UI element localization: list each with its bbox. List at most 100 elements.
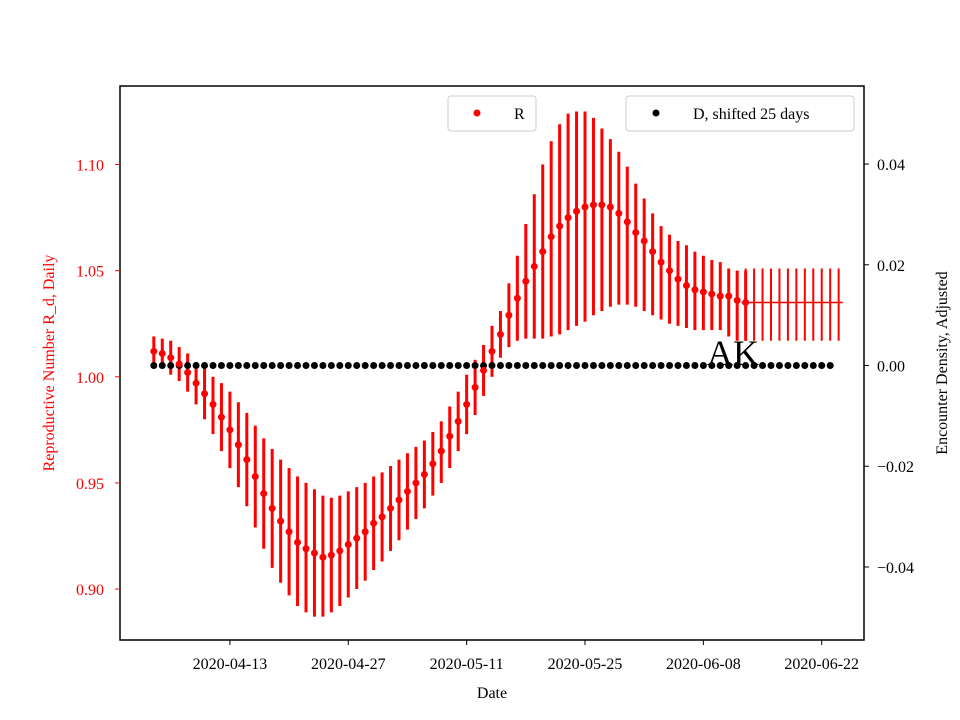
d-point bbox=[767, 362, 775, 370]
r-point bbox=[226, 426, 234, 434]
r-point bbox=[361, 528, 369, 536]
y-right-tick-label: 0.00 bbox=[877, 359, 905, 376]
r-point bbox=[682, 282, 690, 290]
r-point bbox=[251, 473, 259, 481]
axes: 2020-04-13 2020-04-27 2020-05-11 2020-05-25… bbox=[76, 157, 914, 673]
r-point bbox=[319, 553, 327, 561]
d-point bbox=[775, 362, 783, 370]
r-point bbox=[429, 460, 437, 468]
r-point bbox=[573, 207, 581, 215]
d-point bbox=[615, 362, 623, 370]
r-point bbox=[615, 209, 623, 217]
r-point bbox=[353, 534, 361, 542]
r-point bbox=[488, 347, 496, 355]
x-tick-label: 2020-04-27 bbox=[311, 656, 386, 673]
r-point bbox=[674, 275, 682, 283]
d-point bbox=[268, 362, 276, 370]
d-point bbox=[387, 362, 395, 370]
r-point bbox=[336, 547, 344, 555]
r-point bbox=[480, 366, 488, 374]
r-point bbox=[649, 248, 657, 256]
r-point bbox=[420, 470, 428, 478]
d-point bbox=[378, 362, 386, 370]
d-point bbox=[784, 362, 792, 370]
y-left-tick-label: 1.10 bbox=[76, 158, 104, 175]
r-point bbox=[454, 417, 462, 425]
d-point bbox=[463, 362, 471, 370]
r-point bbox=[370, 519, 378, 527]
d-point bbox=[395, 362, 403, 370]
r-point bbox=[530, 262, 538, 270]
d-point bbox=[733, 362, 741, 370]
d-point bbox=[505, 362, 513, 370]
r-point bbox=[403, 487, 411, 495]
x-tick-label: 2020-06-08 bbox=[666, 656, 741, 673]
d-point bbox=[184, 362, 192, 370]
legend-r-marker bbox=[473, 109, 481, 117]
r-point bbox=[463, 400, 471, 408]
r-point bbox=[167, 354, 175, 362]
r-point bbox=[471, 383, 479, 391]
r-point bbox=[234, 441, 242, 449]
d-point bbox=[640, 362, 648, 370]
y-axis-right-title: Encounter Density, Adjusted bbox=[934, 271, 951, 454]
r-point bbox=[598, 201, 606, 209]
r-point bbox=[184, 369, 192, 377]
d-point bbox=[759, 362, 767, 370]
d-point bbox=[666, 362, 674, 370]
d-point bbox=[226, 362, 234, 370]
d-point bbox=[243, 362, 251, 370]
d-point bbox=[522, 362, 530, 370]
d-point bbox=[251, 362, 259, 370]
r-point bbox=[327, 551, 335, 559]
d-point bbox=[294, 362, 302, 370]
d-point bbox=[581, 362, 589, 370]
r-point bbox=[623, 218, 631, 226]
x-tick-label: 2020-06-22 bbox=[784, 656, 859, 673]
r-point bbox=[539, 248, 547, 256]
r-point bbox=[708, 290, 716, 298]
legend-r-box bbox=[447, 95, 537, 132]
d-point bbox=[277, 362, 285, 370]
d-point bbox=[606, 362, 614, 370]
d-point bbox=[699, 362, 707, 370]
r-point bbox=[310, 549, 318, 557]
d-point bbox=[217, 362, 225, 370]
r-point bbox=[699, 288, 707, 296]
chart-annotation: AK bbox=[707, 333, 759, 373]
d-point bbox=[454, 362, 462, 370]
d-point bbox=[150, 362, 158, 370]
legend-r-label: R bbox=[514, 106, 525, 123]
r-point bbox=[201, 390, 209, 398]
d-point bbox=[530, 362, 538, 370]
legend-d-box bbox=[625, 95, 855, 132]
d-point bbox=[623, 362, 631, 370]
d-point bbox=[446, 362, 454, 370]
y-right-tick-label: 0.02 bbox=[877, 258, 905, 275]
r-point bbox=[505, 311, 513, 319]
d-point bbox=[632, 362, 640, 370]
legend-d-marker bbox=[652, 109, 660, 117]
r-point bbox=[268, 504, 276, 512]
r-point bbox=[412, 479, 420, 487]
r-point bbox=[496, 330, 504, 338]
legend-d: D, shifted 25 days bbox=[625, 95, 855, 132]
r-point bbox=[733, 296, 741, 304]
x-axis-title: Date bbox=[477, 685, 507, 702]
r-point bbox=[344, 540, 352, 548]
d-point bbox=[471, 362, 479, 370]
r-point bbox=[725, 292, 733, 300]
r-point bbox=[277, 517, 285, 525]
r-point bbox=[175, 360, 183, 368]
d-point bbox=[310, 362, 318, 370]
r-point bbox=[556, 222, 564, 230]
r-point bbox=[513, 294, 521, 302]
r-point bbox=[564, 214, 572, 222]
r-point bbox=[378, 513, 386, 521]
legend-d-label: D, shifted 25 days bbox=[693, 106, 809, 123]
r-point bbox=[657, 258, 665, 266]
y-left-tick-label: 0.95 bbox=[76, 476, 104, 493]
r-point bbox=[606, 203, 614, 211]
d-point bbox=[792, 362, 800, 370]
